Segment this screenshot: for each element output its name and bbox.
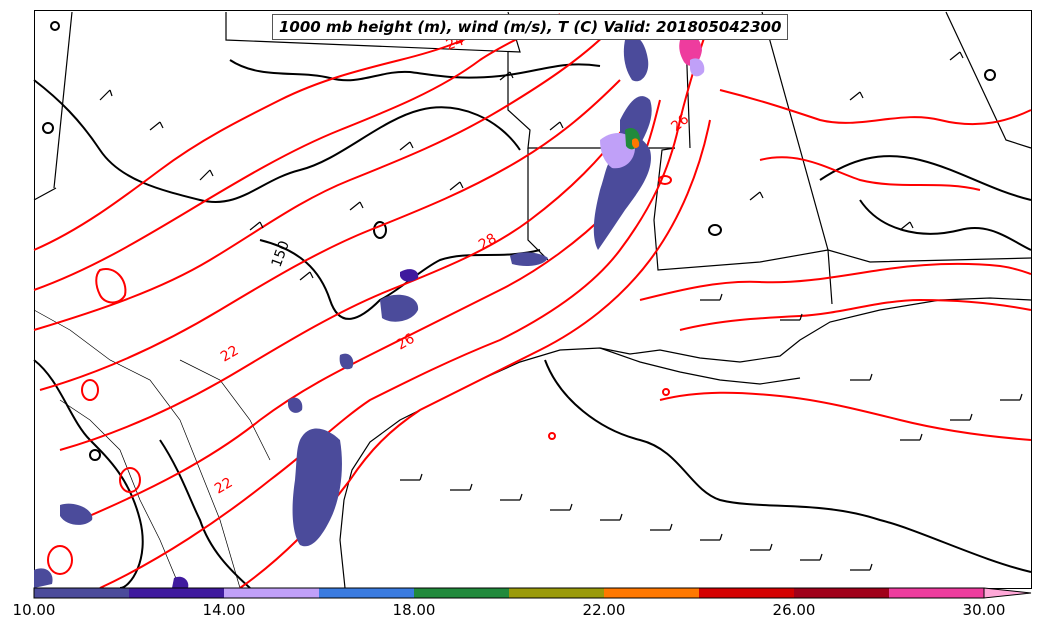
colorbar-tick-label: 18.00	[392, 601, 436, 619]
colorbar-cell	[129, 588, 224, 598]
temp-contour-label: 22	[218, 343, 241, 366]
colorbar-cell	[34, 588, 129, 598]
wind-barb-icon	[99, 51, 1023, 571]
temp-contour-label: 22	[212, 475, 235, 498]
colorbar-cell	[224, 588, 319, 598]
colorbar-tick-label: 10.00	[12, 601, 56, 619]
map-border	[34, 10, 1032, 589]
temp-contour-label: 28	[476, 231, 499, 254]
county-borders	[33, 309, 271, 589]
colorbar-tick-label: 22.00	[582, 601, 626, 619]
state-boundaries	[33, 11, 1032, 305]
colorbar-extend-arrow	[983, 587, 1032, 599]
colorbar-cell	[699, 588, 794, 598]
map-title: 1000 mb height (m), wind (m/s), T (C) Va…	[272, 14, 789, 40]
colorbar-tick-label: 26.00	[772, 601, 816, 619]
colorbar-cell	[889, 588, 984, 598]
colorbar	[33, 587, 1032, 599]
coastline	[339, 297, 1032, 589]
wind-barbs	[99, 51, 1023, 571]
colorbar-cell	[509, 588, 604, 598]
temp-contour-label: 26	[394, 331, 418, 354]
colorbar-cell	[414, 588, 509, 598]
precipitation-shading	[34, 34, 705, 588]
temperature-contours	[33, 13, 1032, 589]
colorbar-tick-label: 14.00	[202, 601, 246, 619]
colorbar-tick-label: 30.00	[962, 601, 1006, 619]
colorbar-cell	[604, 588, 699, 598]
colorbar-cell	[319, 588, 414, 598]
colorbar-cell	[794, 588, 889, 598]
